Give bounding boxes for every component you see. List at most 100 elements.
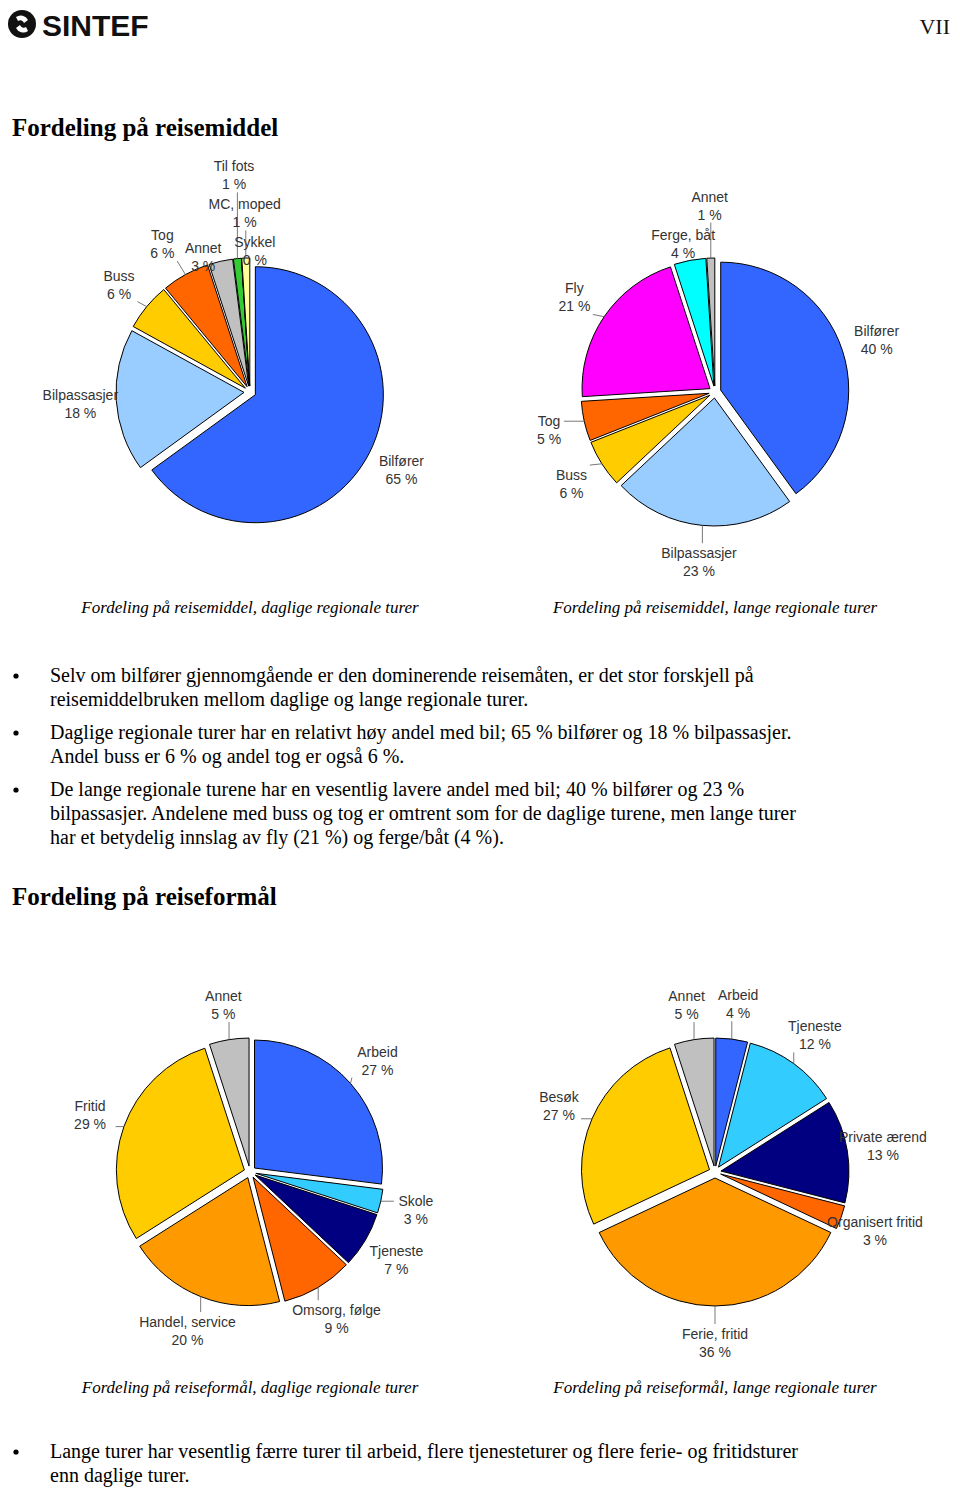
slice-label: Ferie, fritid (682, 1326, 748, 1342)
slice-label: Handel, service (139, 1314, 236, 1330)
pie-slices (116, 258, 383, 523)
slice-label: Bilfører (854, 323, 899, 339)
section-heading: Fordeling på reisemiddel (12, 114, 278, 141)
bullet-text: De lange regionale turene har en vesentl… (50, 778, 744, 801)
slice-label: Annet (691, 189, 728, 205)
slice-label: Tog (151, 227, 174, 243)
leader-line (351, 1078, 352, 1084)
bullet-dot (13, 730, 18, 735)
pie-labels: Arbeid27 %Skole3 %Tjeneste7 %Omsorg, føl… (74, 988, 434, 1348)
leader-line (381, 1201, 394, 1202)
leader-line (590, 464, 602, 465)
slice-label: Tog (538, 413, 561, 429)
slice-value: 27 % (543, 1106, 575, 1122)
slice-value: 40 % (861, 341, 893, 357)
bullet-text: bilpassasjer. Andelene med buss og tog e… (50, 802, 796, 825)
leader-line (710, 223, 711, 259)
slice-label: Til fots (214, 158, 255, 174)
slice-value: 4 % (726, 1005, 750, 1021)
slice-label: Fly (565, 280, 584, 296)
slice-label: Bilfører (379, 453, 424, 469)
slice-value: 1 % (233, 214, 257, 230)
leader-line (229, 1022, 230, 1040)
slice-value: 3 % (404, 1211, 428, 1227)
slice-value: 18 % (64, 405, 96, 421)
page: SINTEFVIIFordeling på reisemiddelSelv om… (0, 0, 960, 1494)
page-number: VII (919, 14, 950, 39)
bullet-text: Daglige regionale turer har en relativt … (50, 721, 791, 744)
pie-labels: Bilfører40 %Bilpassasjer23 %Buss6 %Tog5 … (537, 189, 900, 580)
slice-label: Annet (205, 988, 242, 1004)
slice-value: 9 % (324, 1320, 348, 1336)
slice-label: Private ærend (839, 1129, 927, 1145)
pie-slice (242, 258, 250, 386)
slice-value: 27 % (362, 1062, 394, 1078)
leader-line (245, 230, 246, 258)
slice-value: 36 % (699, 1344, 731, 1360)
chart-caption: Fordeling på reiseformål, daglige region… (81, 1378, 419, 1397)
pie-slice (210, 1038, 250, 1166)
slice-value: 3 % (863, 1232, 887, 1248)
slice-value: 23 % (683, 563, 715, 579)
pie-slices (581, 1038, 848, 1306)
bullet-text: Andel buss er 6 % og andel tog er også 6… (50, 745, 404, 768)
slice-label: Ferge, båt (651, 227, 715, 243)
pie-chart: Fordeling på reiseformål, daglige region… (74, 988, 434, 1397)
slice-value: 6 % (559, 485, 583, 501)
pie-chart: Fordeling på reiseformål, lange regional… (539, 987, 927, 1397)
slice-value: 29 % (74, 1116, 106, 1132)
leader-line (793, 1052, 794, 1063)
leader-line (177, 261, 185, 275)
chart-caption: Fordeling på reiseformål, lange regional… (552, 1378, 877, 1397)
logo-mark (8, 10, 36, 38)
slice-value: 7 % (384, 1261, 408, 1277)
leader-line (318, 1287, 319, 1300)
slice-value: 1 % (698, 207, 722, 223)
pie-slices (116, 1038, 382, 1306)
leader-line (731, 1021, 732, 1039)
leader-line (702, 525, 703, 543)
pie-slice (675, 1038, 715, 1166)
slice-label: Skole (398, 1193, 433, 1209)
leader-line (694, 1022, 695, 1040)
slice-label: Organisert fritid (827, 1214, 923, 1230)
chart-caption: Fordeling på reisemiddel, lange regional… (552, 598, 878, 617)
page-canvas: SINTEFVIIFordeling på reisemiddelSelv om… (0, 0, 960, 1494)
pie-slice (721, 1102, 849, 1202)
bullet-dot (13, 787, 18, 792)
slice-value: 4 % (671, 245, 695, 261)
section: Fordeling på reisemiddelSelv om bilfører… (12, 114, 796, 849)
slice-label: Buss (556, 467, 587, 483)
slice-value: 1 % (222, 176, 246, 192)
bullet-text: Lange turer har vesentlig færre turer ti… (50, 1440, 798, 1463)
slice-label: Besøk (539, 1088, 580, 1104)
slice-label: Buss (103, 268, 134, 284)
slice-label: Tjeneste (788, 1018, 842, 1034)
slice-value: 6 % (150, 245, 174, 261)
leader-line (581, 1118, 592, 1119)
slice-value: 21 % (558, 298, 590, 314)
bullet-dot (13, 673, 18, 678)
chart-caption: Fordeling på reisemiddel, daglige region… (80, 598, 419, 617)
pie-slice (674, 258, 714, 386)
slice-value: 3 % (191, 258, 215, 274)
slice-label: Sykkel (234, 234, 275, 250)
bullet-text: enn daglige turer. (50, 1464, 189, 1487)
slice-label: Tjeneste (369, 1243, 423, 1259)
slice-label: Fritid (74, 1098, 105, 1114)
slice-value: 13 % (867, 1147, 899, 1163)
pie-slice (707, 258, 715, 386)
bullet-dot (13, 1449, 18, 1454)
slice-value: 12 % (799, 1036, 831, 1052)
section-heading: Fordeling på reiseformål (12, 883, 277, 910)
slice-label: Arbeid (718, 987, 758, 1003)
slice-label: Bilpassasjer (43, 387, 119, 403)
leader-line (200, 1297, 201, 1312)
leader-line (137, 302, 146, 307)
slice-label: Annet (668, 988, 705, 1004)
pie-slice (242, 258, 250, 386)
pie-chart: Fordeling på reisemiddel, daglige region… (43, 158, 425, 617)
slice-value: 65 % (386, 471, 418, 487)
slice-value: 5 % (674, 1006, 698, 1022)
slice-label: Bilpassasjer (661, 545, 737, 561)
